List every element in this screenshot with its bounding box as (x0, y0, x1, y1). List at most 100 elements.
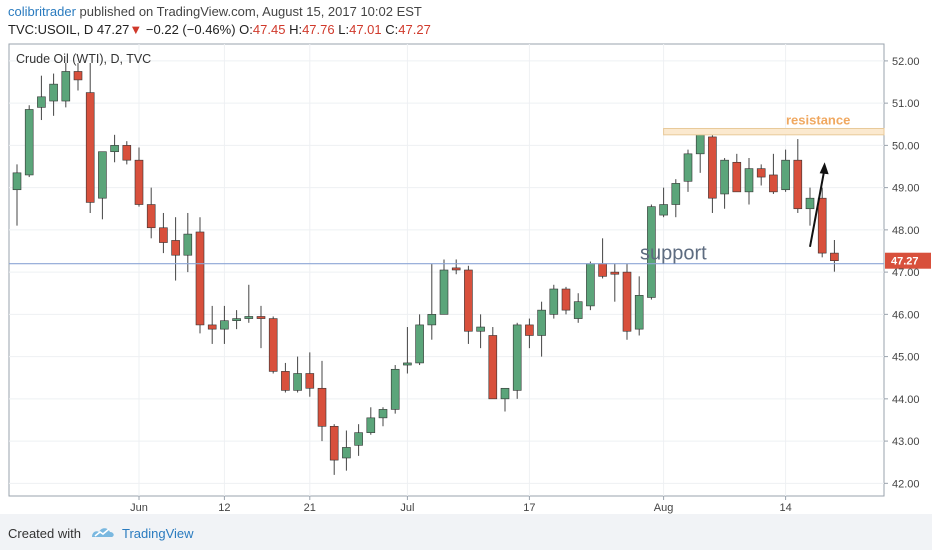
candle-up (37, 96, 46, 108)
candle-up (354, 432, 363, 446)
x-tick-label: 21 (304, 502, 316, 514)
resistance-label: resistance (786, 112, 850, 127)
annotations-group: support resistance 47.27 (9, 112, 931, 269)
chart-header: colibritrader published on TradingView.c… (0, 0, 932, 44)
candle-up (549, 288, 559, 315)
y-tick-label: 51.00 (892, 98, 920, 110)
x-tick-label: 14 (779, 502, 791, 514)
candle-up (720, 159, 729, 195)
candle-down (464, 269, 473, 332)
candle-up (439, 269, 449, 315)
candle-up (390, 368, 400, 410)
candle-down (732, 161, 742, 193)
candle-down (207, 324, 217, 330)
candle-up (805, 197, 815, 210)
y-tick-label: 48.00 (892, 225, 920, 237)
open-value: 47.45 (252, 22, 286, 37)
symbol-label: TVC:USOIL, D (8, 22, 94, 37)
candle-up (512, 324, 522, 391)
low-value: 47.01 (349, 22, 382, 37)
y-tick-label: 43.00 (892, 436, 920, 448)
candle-down (73, 71, 83, 81)
candle-down (598, 263, 607, 277)
candle-up (659, 204, 668, 216)
y-tick-label: 45.00 (892, 352, 920, 364)
y-axis: 52.00 51.00 50.00 49.00 48.00 47.00 46.00 45.00… (884, 56, 920, 490)
y-tick-label: 46.00 (892, 309, 920, 321)
candle-up (183, 233, 193, 256)
candle-up (244, 316, 254, 319)
candle-up (293, 373, 302, 391)
candle-down (305, 373, 315, 389)
candle-down (134, 159, 144, 205)
candle-up (781, 159, 790, 191)
y-tick-label: 44.00 (892, 394, 920, 406)
candle-up (683, 153, 693, 182)
y-tick-label: 50.00 (892, 140, 920, 152)
tradingview-link[interactable]: TradingView (122, 526, 194, 541)
candle-down (171, 240, 180, 256)
candle-up (49, 83, 58, 102)
candle-up (744, 168, 754, 193)
last-price-tag (885, 252, 931, 269)
last-price-tag-label: 47.27 (891, 256, 919, 268)
x-tick-label: Jun (130, 502, 148, 514)
publish-info: colibritrader published on TradingView.c… (8, 4, 422, 19)
x-tick-label: 12 (218, 502, 230, 514)
candle-up (98, 151, 107, 199)
candle-up (634, 295, 644, 330)
candle-up (232, 318, 241, 321)
candle-down (122, 145, 132, 161)
candle-down (817, 197, 827, 254)
candle-up (415, 324, 424, 364)
candle-up (573, 301, 583, 319)
candle-down (622, 271, 632, 332)
open-label: O: (239, 22, 253, 37)
y-tick-label: 52.00 (892, 56, 920, 68)
candle-up (403, 362, 412, 366)
y-tick-label: 42.00 (892, 478, 920, 490)
candle-up (476, 326, 485, 332)
low-label: L: (338, 22, 350, 37)
footer-bar: Created with TradingView (0, 514, 932, 550)
chart-title: Crude Oil (WTI), D, TVC (16, 52, 151, 66)
up-arrow-icon (819, 162, 829, 175)
candles-group (12, 63, 839, 475)
created-with-text: Created with (8, 526, 81, 541)
candle-up (61, 71, 71, 102)
down-arrow-icon: ▼ (129, 22, 143, 37)
author-link[interactable]: colibritrader (8, 4, 76, 19)
x-tick-label: 17 (523, 502, 535, 514)
candle-up (342, 447, 351, 459)
candle-down (610, 271, 620, 275)
published-text: published on TradingView.com, August 15,… (79, 4, 422, 19)
candle-down (525, 324, 534, 336)
high-label: H: (289, 22, 303, 37)
candle-up (500, 387, 510, 400)
candle-down (317, 387, 327, 427)
candle-down (830, 252, 839, 262)
candle-up (220, 320, 229, 330)
tradingview-logo-icon (92, 528, 114, 537)
candle-down (756, 168, 766, 178)
candlestick-chart[interactable]: Crude Oil (WTI), D, TVC support resistanc… (0, 0, 932, 514)
price-change: −0.22 (−0.46%) (145, 22, 236, 37)
candle-up (695, 134, 705, 155)
candle-down (256, 316, 266, 319)
candle-down (268, 318, 278, 372)
y-tick-label: 49.00 (892, 183, 920, 195)
candle-down (561, 288, 571, 311)
candle-down (769, 174, 778, 193)
candle-down (329, 425, 339, 461)
y-tick-label: 47.00 (892, 267, 920, 279)
arrow-shaft (809, 168, 826, 247)
candle-up (366, 417, 376, 433)
x-tick-label: Aug (654, 502, 674, 514)
candle-up (24, 109, 34, 176)
candle-up (427, 314, 437, 326)
candle-up (537, 309, 546, 336)
x-axis: Jun 12 21 Jul 17 Aug 14 (130, 496, 792, 514)
candle-up (586, 263, 595, 307)
candle-down (451, 267, 461, 271)
close-value: 47.27 (398, 22, 431, 37)
